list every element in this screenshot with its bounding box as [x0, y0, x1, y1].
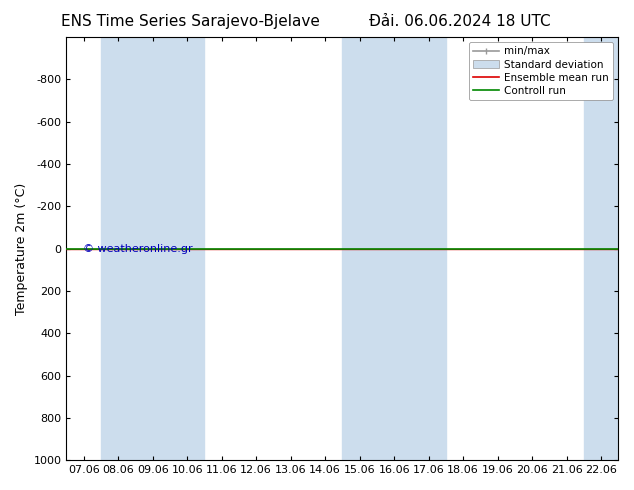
- Text: © weatheronline.gr: © weatheronline.gr: [83, 245, 193, 254]
- Y-axis label: Temperature 2m (°C): Temperature 2m (°C): [15, 182, 28, 315]
- Legend: min/max, Standard deviation, Ensemble mean run, Controll run: min/max, Standard deviation, Ensemble me…: [469, 42, 613, 100]
- Bar: [584, 37, 618, 460]
- Bar: [342, 37, 446, 460]
- Text: Đải. 06.06.2024 18 UTC: Đải. 06.06.2024 18 UTC: [369, 14, 550, 29]
- Text: ENS Time Series Sarajevo-Bjelave: ENS Time Series Sarajevo-Bjelave: [61, 14, 320, 29]
- Bar: [101, 37, 204, 460]
